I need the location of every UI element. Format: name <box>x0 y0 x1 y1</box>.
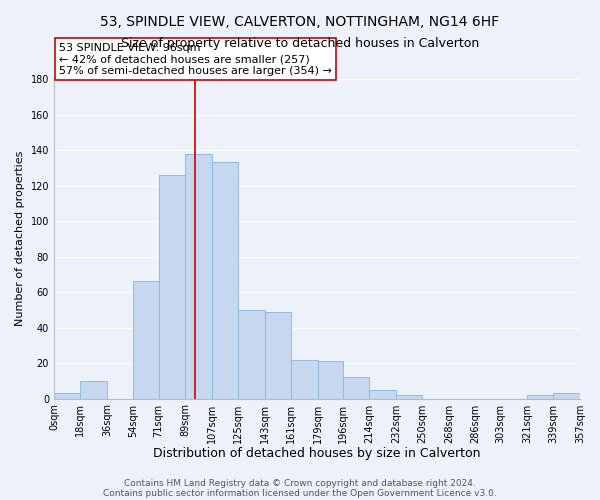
Text: Contains HM Land Registry data © Crown copyright and database right 2024.: Contains HM Land Registry data © Crown c… <box>124 478 476 488</box>
Bar <box>369 390 396 398</box>
Text: 53, SPINDLE VIEW, CALVERTON, NOTTINGHAM, NG14 6HF: 53, SPINDLE VIEW, CALVERTON, NOTTINGHAM,… <box>100 15 500 29</box>
Bar <box>317 362 343 399</box>
Text: Size of property relative to detached houses in Calverton: Size of property relative to detached ho… <box>121 38 479 51</box>
Bar <box>343 378 369 398</box>
Bar <box>238 310 265 398</box>
Text: 53 SPINDLE VIEW: 96sqm
← 42% of detached houses are smaller (257)
57% of semi-de: 53 SPINDLE VIEW: 96sqm ← 42% of detached… <box>59 42 332 76</box>
Bar <box>158 175 185 398</box>
Bar <box>54 394 80 398</box>
Bar <box>185 154 212 398</box>
Bar <box>212 162 238 398</box>
Bar <box>396 395 422 398</box>
Y-axis label: Number of detached properties: Number of detached properties <box>15 151 25 326</box>
Text: Contains public sector information licensed under the Open Government Licence v3: Contains public sector information licen… <box>103 488 497 498</box>
Bar <box>553 394 580 398</box>
Bar <box>265 312 291 398</box>
Bar <box>80 381 107 398</box>
Bar <box>291 360 317 399</box>
X-axis label: Distribution of detached houses by size in Calverton: Distribution of detached houses by size … <box>153 447 481 460</box>
Bar <box>527 395 553 398</box>
Bar <box>133 282 158 399</box>
